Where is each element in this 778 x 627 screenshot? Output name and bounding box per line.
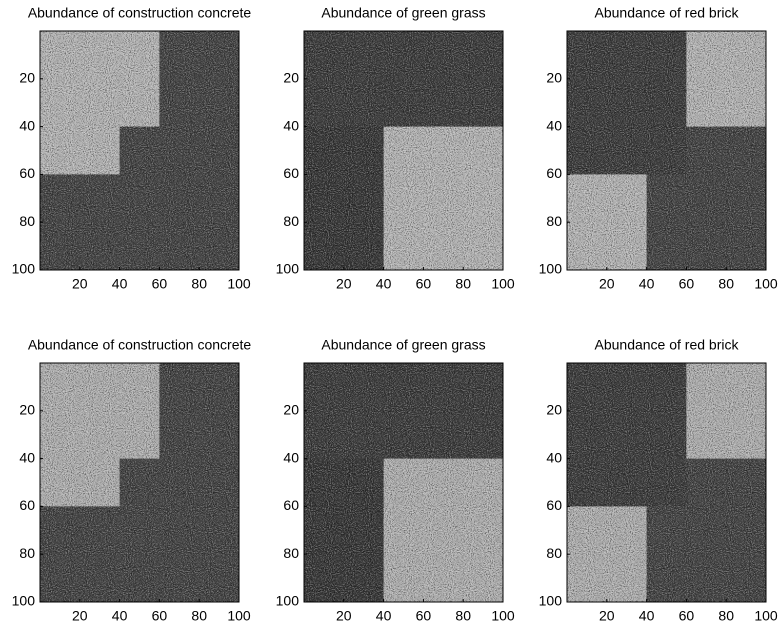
x-tick-label: 80 [455,276,471,292]
axes-frame [566,30,767,271]
x-tick-label: 20 [72,276,88,292]
x-tick-label: 40 [639,276,655,292]
axes-title: Abundance of red brick [595,337,740,353]
texture [304,363,503,602]
texture [40,363,239,602]
x-tick-label: 40 [112,608,128,624]
axes-title: Abundance of green grass [321,5,485,21]
axes: Abundance of green grass 20 40 60 80 100 20 40 6… [276,5,515,292]
y-tick-label: 20 [19,402,35,418]
x-tick-label: 60 [416,276,432,292]
axes-frame [566,362,767,603]
y-tick-label: 40 [283,449,299,465]
axes-title: Abundance of construction concrete [28,337,252,353]
axes-frame [39,362,240,603]
texture [40,31,239,270]
y-tick-label: 100 [276,593,300,609]
axes-title: Abundance of red brick [595,5,740,21]
y-tick-label: 60 [19,165,35,181]
axes: Abundance of green grass 20 40 60 80 100 20 40 6… [276,337,515,624]
y-tick-label: 80 [283,213,299,229]
x-tick-label: 20 [72,608,88,624]
x-tick-label: 100 [227,608,251,624]
x-tick-label: 60 [416,608,432,624]
y-tick-label: 80 [546,213,562,229]
x-tick-label: 40 [376,608,392,624]
x-tick-label: 80 [718,608,734,624]
x-tick-label: 20 [336,276,352,292]
x-tick-label: 60 [679,608,695,624]
y-tick-label: 60 [283,497,299,513]
x-tick-label: 80 [718,276,734,292]
texture [567,363,766,602]
axes-frame [303,362,504,603]
x-tick-label: 60 [152,608,168,624]
texture [567,31,766,270]
y-tick-label: 100 [539,261,563,277]
image [567,363,766,602]
x-tick-label: 100 [754,276,778,292]
x-tick-label: 80 [191,608,207,624]
y-tick-label: 60 [546,497,562,513]
y-tick-label: 40 [283,117,299,133]
y-tick-label: 80 [19,545,35,561]
x-tick-label: 20 [336,608,352,624]
y-tick-label: 40 [546,117,562,133]
x-tick-label: 100 [754,608,778,624]
y-tick-label: 60 [546,165,562,181]
y-tick-label: 100 [539,593,563,609]
x-tick-label: 40 [376,276,392,292]
y-tick-label: 60 [19,497,35,513]
axes: Abundance of red brick 20 40 60 80 100 20 40 60 8… [539,337,778,624]
y-tick-label: 60 [283,165,299,181]
y-tick-label: 40 [19,117,35,133]
axes-frame [39,30,240,271]
x-tick-label: 80 [455,608,471,624]
image [304,31,503,270]
y-tick-label: 20 [19,70,35,86]
y-tick-label: 20 [283,70,299,86]
image [40,31,239,270]
y-tick-label: 20 [546,70,562,86]
texture [304,31,503,270]
y-tick-label: 20 [546,402,562,418]
image [304,363,503,602]
y-tick-label: 80 [283,545,299,561]
axes-frame [303,30,504,271]
x-tick-label: 100 [491,276,515,292]
y-tick-label: 100 [12,261,36,277]
x-tick-label: 100 [227,276,251,292]
x-tick-label: 60 [152,276,168,292]
x-tick-label: 80 [191,276,207,292]
y-tick-label: 80 [19,213,35,229]
image [40,363,239,602]
axes-title: Abundance of green grass [321,337,485,353]
x-tick-label: 20 [599,608,615,624]
x-tick-label: 40 [112,276,128,292]
y-tick-label: 20 [283,402,299,418]
x-tick-label: 40 [639,608,655,624]
y-tick-label: 40 [546,449,562,465]
axes-title: Abundance of construction concrete [28,5,252,21]
x-tick-label: 20 [599,276,615,292]
y-tick-label: 40 [19,449,35,465]
y-tick-label: 100 [12,593,36,609]
x-tick-label: 60 [679,276,695,292]
y-tick-label: 100 [276,261,300,277]
axes: Abundance of construction concrete 20 40 60… [12,337,252,624]
x-tick-label: 100 [491,608,515,624]
axes: Abundance of red brick 20 40 60 80 100 20 40 60 8… [539,5,778,292]
image [567,31,766,270]
axes: Abundance of construction concrete 20 40 60… [12,5,252,292]
y-tick-label: 80 [546,545,562,561]
